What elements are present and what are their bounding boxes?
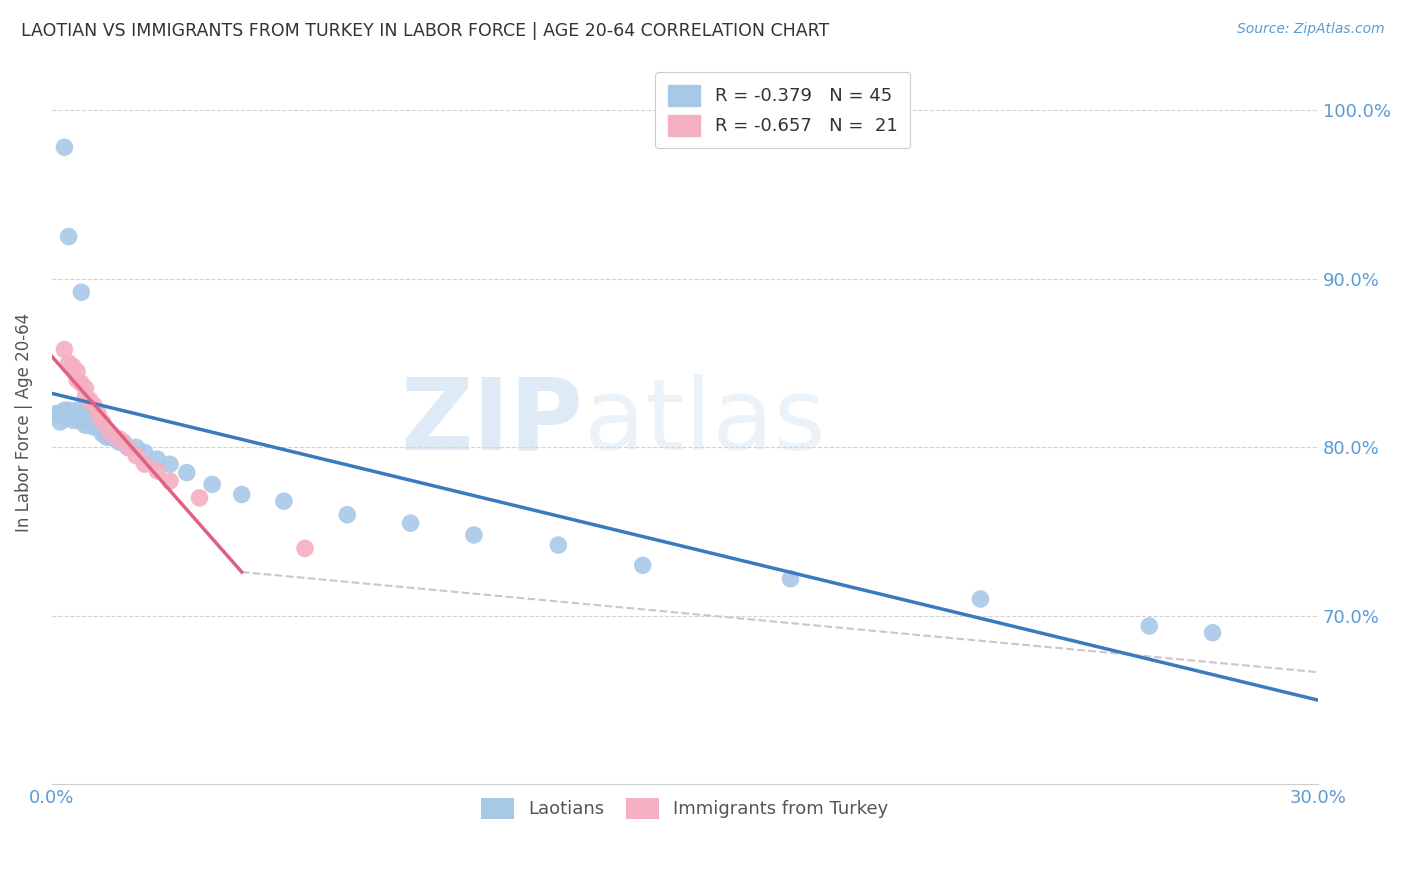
Point	[159, 457, 181, 471]
Text: ZIP: ZIP	[401, 374, 583, 470]
Point	[87, 407, 110, 421]
Point	[159, 474, 181, 488]
Point	[79, 393, 101, 408]
Point	[75, 409, 97, 424]
Point	[96, 430, 118, 444]
Point	[1201, 625, 1223, 640]
Point	[83, 420, 105, 434]
Point	[463, 528, 485, 542]
Point	[58, 356, 80, 370]
Point	[108, 435, 131, 450]
Point	[70, 285, 93, 300]
Point	[62, 359, 84, 374]
Point	[87, 420, 110, 434]
Point	[201, 477, 224, 491]
Point	[399, 516, 422, 530]
Point	[70, 407, 93, 421]
Point	[117, 440, 139, 454]
Point	[49, 415, 72, 429]
Point	[188, 491, 211, 505]
Text: atlas: atlas	[583, 374, 825, 470]
Point	[146, 464, 169, 478]
Point	[91, 415, 114, 429]
Point	[91, 426, 114, 441]
Point	[49, 407, 72, 421]
Point	[53, 343, 76, 357]
Point	[53, 403, 76, 417]
Point	[146, 452, 169, 467]
Point	[779, 572, 801, 586]
Point	[62, 407, 84, 421]
Point	[70, 415, 93, 429]
Point	[53, 409, 76, 424]
Point	[176, 466, 198, 480]
Point	[62, 413, 84, 427]
Point	[134, 445, 156, 459]
Point	[134, 457, 156, 471]
Point	[108, 432, 131, 446]
Point	[547, 538, 569, 552]
Text: Source: ZipAtlas.com: Source: ZipAtlas.com	[1237, 22, 1385, 37]
Point	[66, 411, 89, 425]
Point	[273, 494, 295, 508]
Point	[969, 592, 991, 607]
Point	[117, 440, 139, 454]
Text: LAOTIAN VS IMMIGRANTS FROM TURKEY IN LABOR FORCE | AGE 20-64 CORRELATION CHART: LAOTIAN VS IMMIGRANTS FROM TURKEY IN LAB…	[21, 22, 830, 40]
Point	[58, 409, 80, 424]
Point	[58, 403, 80, 417]
Point	[631, 558, 654, 573]
Point	[70, 376, 93, 391]
Point	[75, 381, 97, 395]
Point	[125, 440, 148, 454]
Point	[45, 407, 67, 421]
Point	[58, 229, 80, 244]
Point	[53, 140, 76, 154]
Point	[79, 415, 101, 429]
Point	[66, 403, 89, 417]
Point	[75, 390, 97, 404]
Point	[112, 435, 135, 450]
Point	[104, 432, 127, 446]
Legend: Laotians, Immigrants from Turkey: Laotians, Immigrants from Turkey	[474, 791, 896, 826]
Point	[66, 373, 89, 387]
Point	[66, 364, 89, 378]
Point	[125, 449, 148, 463]
Point	[231, 487, 253, 501]
Point	[75, 418, 97, 433]
Point	[1137, 619, 1160, 633]
Y-axis label: In Labor Force | Age 20-64: In Labor Force | Age 20-64	[15, 312, 32, 532]
Point	[83, 398, 105, 412]
Point	[336, 508, 359, 522]
Point	[100, 426, 122, 441]
Point	[100, 430, 122, 444]
Point	[294, 541, 316, 556]
